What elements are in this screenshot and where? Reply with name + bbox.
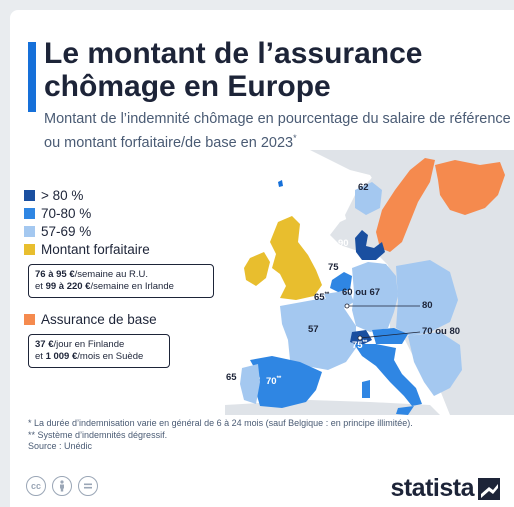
label-france: 57 [308,324,319,335]
map-france [280,298,356,370]
map-baltics [355,182,382,215]
equals-glyph [84,483,92,489]
legend-label: Montant forfaitaire [41,242,150,257]
label-belgium-value: 65 [314,292,325,304]
note-se-prefix: et [35,351,46,362]
map-sardinia [362,380,370,398]
leader-dot-switzerland [357,335,363,341]
map-spain [250,356,322,408]
legend-item-above-80: > 80 % [24,188,83,203]
label-spain: 70** [266,376,281,387]
label-italy-value: 75 [352,340,363,352]
legend-label: 70-80 % [41,206,92,221]
footnotes: * La durée d’indemnisation varie en géné… [28,418,413,453]
map-sweden [376,158,435,252]
leader-dot-luxembourg [344,303,350,309]
legend-item-57-69: 57-69 % [24,224,91,239]
label-luxembourg: 80 [422,300,433,311]
legend-label: > 80 % [41,188,84,203]
person-glyph [60,480,64,492]
subtitle: Montant de l’indemnité chômage en pource… [44,110,514,153]
statista-logo[interactable]: statista [390,474,500,503]
statista-logo-mark [478,477,500,500]
page-title: Le montant de l’assurance chômage en Eur… [44,37,423,103]
infographic-card: Le montant de l’assurance chômage en Eur… [10,10,514,507]
legend-item-70-80: 70-80 % [24,206,91,221]
map-italy [354,344,422,406]
label-spain-value: 70 [266,376,277,388]
legend-swatch [24,244,35,255]
legend-swatch [24,314,35,325]
note-uk-text: /semaine au R.U. [74,269,149,280]
logo-mark-glyph [481,483,498,498]
legend-swatch [24,208,35,219]
note-ie-prefix: et [35,281,46,292]
label-denmark: 90 [338,238,349,249]
flat-amount-note: 76 à 95 €/semaine au R.U. et 99 à 220 €/… [28,264,214,298]
legend-swatch [24,190,35,201]
label-italy-mark: ** [362,340,368,346]
map-ireland [244,252,270,286]
label-portugal: 65 [226,372,237,383]
basic-insurance-note: 37 €/jour en Finlande et 1 009 €/mois en… [28,334,170,368]
footnote-degressive: ** Système d’indemnités dégressif. [28,429,168,440]
map-shetland [278,180,283,187]
map-united-kingdom [270,216,322,300]
footnote-duration: * La durée d’indemnisation varie en géné… [28,418,413,428]
label-switzerland: 70 ou 80 [422,326,461,337]
note-se-amount: 1 009 € [45,351,78,362]
map-netherlands [330,272,352,292]
legend-item-flat-amount: Montant forfaitaire [24,242,150,257]
note-fi-text: /jour en Finlande [53,339,125,350]
map-denmark [355,230,385,260]
subtitle-footnote-mark: * [293,133,297,143]
footnote-source: Source : Unédic [28,441,93,451]
label-spain-mark: ** [276,376,282,382]
legend-item-basic-insurance: Assurance de base [24,312,157,327]
note-uk-amount: 76 à 95 € [35,269,75,280]
label-italy: 75** [352,340,367,351]
legend-label: Assurance de base [41,312,157,327]
note-ie-text: /semaine en Irlande [90,281,174,292]
subtitle-text: Montant de l’indemnité chômage en pource… [44,111,511,151]
legend-label: 57-69 % [41,224,92,239]
map-portugal [240,364,260,404]
map-central-east-eu [396,260,458,336]
label-estonia: 62 [358,182,369,193]
label-belgium-mark: ** [324,292,330,298]
cc-icon[interactable]: cc [26,476,46,496]
legend-swatch [24,226,35,237]
statista-wordmark: statista [390,474,474,502]
map-germany [352,262,398,332]
map-austria [372,328,408,344]
license-icons: cc [26,476,98,496]
label-belgium: 65** [314,292,329,303]
attribution-icon[interactable] [52,476,72,496]
map-balkans [408,332,462,396]
label-germany: 60 ou 67 [342,287,381,298]
note-se-text: /mois en Suède [77,351,144,362]
note-ie-amount: 99 à 220 € [45,281,91,292]
leader-line-switzerland [359,331,421,339]
title-accent-bar [28,42,36,112]
map-finland [435,160,505,215]
map-sicily [396,406,414,415]
label-netherlands: 75 [328,262,339,273]
europe-map [225,150,514,415]
no-derivatives-icon[interactable] [78,476,98,496]
note-fi-amount: 37 € [35,339,54,350]
